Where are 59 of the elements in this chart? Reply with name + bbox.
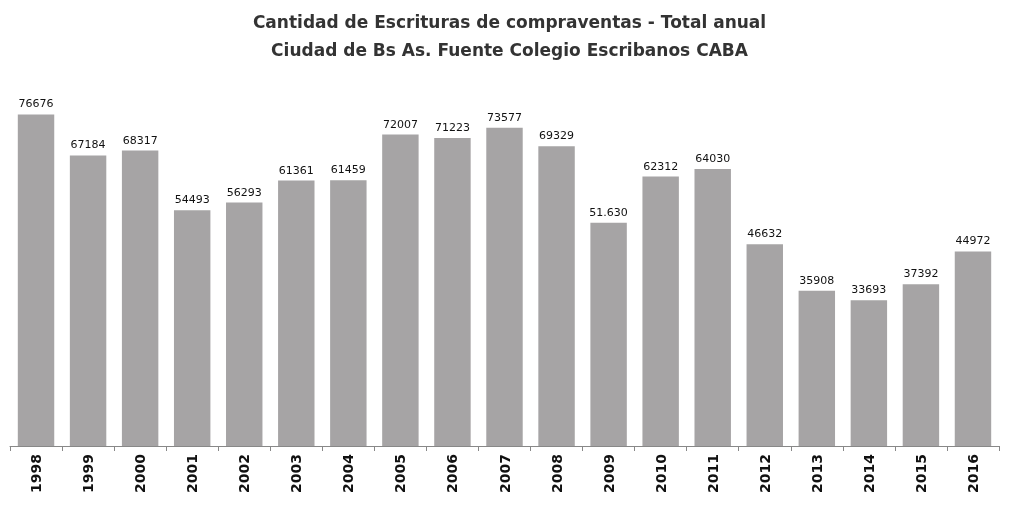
data-label: 62312 (643, 159, 679, 173)
x-tick-label: 1999 (80, 454, 97, 493)
x-tick-label: 2005 (392, 454, 409, 493)
bar (694, 169, 731, 446)
bar (278, 180, 315, 446)
bar (382, 134, 419, 446)
data-label: 69329 (539, 129, 575, 143)
bar (746, 244, 783, 446)
chart-title: Cantidad de Escrituras de compraventas - Total anual (252, 11, 767, 32)
bar (902, 284, 940, 446)
x-tick-label: 2006 (444, 454, 461, 493)
x-tick-label: 2008 (548, 454, 565, 493)
x-tick-label: 2007 (496, 454, 513, 493)
data-label: 76676 (18, 97, 54, 111)
data-label: 46632 (747, 227, 783, 241)
x-tick-label: 2016 (964, 454, 981, 493)
x-tick-label: 2011 (704, 454, 721, 493)
x-tick-label: 1998 (28, 454, 45, 493)
bar (173, 210, 211, 446)
data-label: 56293 (226, 185, 262, 199)
data-label: 61459 (330, 163, 366, 177)
data-label: 64030 (695, 152, 731, 166)
bar (798, 290, 836, 446)
data-label: 67184 (70, 138, 106, 152)
bar (330, 180, 367, 446)
data-label: 54493 (174, 193, 210, 207)
bar (486, 127, 523, 446)
x-tick-label: 2010 (652, 453, 669, 493)
chart-subtitle: Ciudad de Bs As. Fuente Colegio Escribanos CABA (271, 39, 749, 60)
bar (538, 146, 575, 446)
x-tick-label: 2003 (288, 454, 305, 493)
data-label: 61361 (278, 163, 314, 177)
x-tick-label: 2002 (236, 454, 253, 493)
x-tick-label: 2014 (860, 453, 877, 493)
bar (69, 155, 107, 446)
x-tick-label: 2013 (808, 454, 825, 493)
data-label: 68317 (122, 133, 158, 147)
data-label: 35908 (799, 273, 835, 287)
data-label: 71223 (434, 120, 470, 134)
data-label: 37392 (903, 267, 939, 281)
data-label: 73577 (487, 110, 522, 124)
bar (121, 150, 159, 446)
bar (434, 137, 471, 446)
data-label: 72007 (382, 117, 418, 131)
data-label: 51.630 (589, 205, 628, 219)
data-label: 44972 (955, 234, 991, 248)
bar (850, 300, 888, 446)
x-tick-label: 2001 (184, 454, 201, 493)
x-tick-label: 2009 (600, 454, 617, 493)
bar (954, 251, 992, 446)
data-label: 33693 (851, 283, 887, 297)
bar (17, 114, 55, 446)
bar (226, 202, 263, 446)
x-tick-label: 2004 (340, 453, 357, 493)
bar (590, 222, 627, 446)
bar (642, 176, 679, 446)
x-tick-label: 2000 (132, 453, 149, 493)
x-tick-label: 2015 (912, 454, 929, 493)
x-tick-label: 2012 (756, 454, 773, 493)
